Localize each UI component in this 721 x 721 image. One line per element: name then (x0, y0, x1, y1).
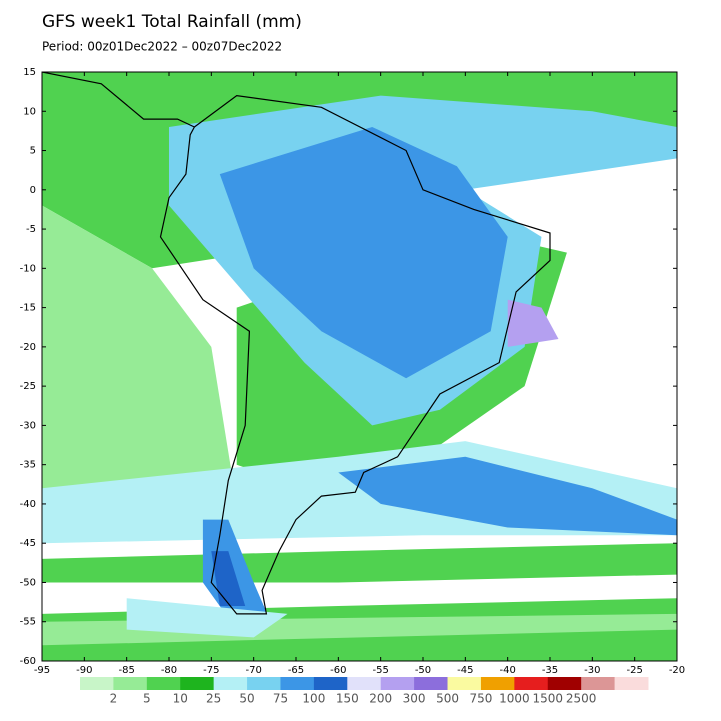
colorbar-label: 5 (143, 692, 151, 706)
colorbar-box (447, 677, 482, 690)
x-tick-label: -90 (76, 665, 92, 676)
colorbar-label: 50 (239, 692, 254, 706)
colorbar-label: 25 (206, 692, 221, 706)
colorbar-label: 75 (273, 692, 288, 706)
rain-area (42, 205, 237, 504)
colorbar-box (380, 677, 415, 690)
coastline (42, 72, 195, 128)
colorbar-label: 1000 (499, 692, 530, 706)
colorbar-box (414, 677, 449, 690)
colorbar-label: 2500 (566, 692, 597, 706)
map-area (42, 72, 677, 661)
y-tick-label: -5 (26, 224, 36, 235)
y-tick-label: -50 (20, 577, 36, 588)
x-tick-label: -95 (34, 665, 50, 676)
y-tick-label: -25 (20, 381, 36, 392)
title: GFS week1 Total Rainfall (mm) (42, 12, 302, 32)
colorbar-label: 200 (369, 692, 392, 706)
colorbar-box (113, 677, 148, 690)
y-tick-label: -30 (20, 420, 36, 431)
y-tick-label: -35 (20, 460, 36, 471)
rain-area (507, 299, 559, 347)
x-tick-label: -20 (669, 665, 685, 676)
colorbar-box (80, 677, 114, 690)
colorbar-box (180, 677, 215, 690)
y-tick-label: -60 (20, 656, 36, 667)
y-tick-label: -15 (20, 303, 36, 314)
y-tick-label: 5 (30, 146, 36, 157)
x-tick-label: -50 (415, 665, 431, 676)
x-tick-label: -25 (626, 665, 642, 676)
colorbar-box (247, 677, 281, 690)
x-tick-label: -60 (330, 665, 346, 676)
colorbar-label: 1500 (532, 692, 563, 706)
y-tick-label: -45 (20, 538, 36, 549)
y-tick-label: -55 (20, 617, 36, 628)
x-tick-label: -70 (245, 665, 261, 676)
x-tick-label: -80 (161, 665, 177, 676)
colorbar-box (347, 677, 382, 690)
y-tick-label: -10 (20, 263, 36, 274)
rain-area (126, 598, 288, 638)
x-tick-label: -75 (203, 665, 219, 676)
x-tick-label: -30 (584, 665, 600, 676)
colorbar-label: 2 (110, 692, 118, 706)
x-tick-label: -65 (288, 665, 304, 676)
y-tick-label: 10 (23, 106, 36, 117)
colorbar-box (547, 677, 582, 690)
colorbar-box (514, 677, 549, 690)
coastline (159, 94, 551, 615)
rain-area (219, 127, 508, 379)
colorbar-box (213, 677, 248, 690)
x-tick-label: -45 (457, 665, 473, 676)
y-tick-label: -20 (20, 342, 36, 353)
y-tick-label: 0 (30, 185, 36, 196)
colorbar-box (280, 677, 315, 690)
colorbar-label: 750 (469, 692, 492, 706)
colorbar-box (581, 677, 616, 690)
colorbar-label: 10 (173, 692, 188, 706)
x-tick-label: -35 (542, 665, 558, 676)
colorbar-label: 500 (436, 692, 459, 706)
x-tick-label: -55 (372, 665, 388, 676)
colorbar-box (480, 677, 515, 690)
colorbar-box (614, 677, 649, 690)
x-tick-label: -40 (499, 665, 515, 676)
plot-frame (41, 71, 678, 662)
rain-area (338, 456, 677, 536)
rain-area (42, 543, 677, 583)
colorbar-label: 150 (336, 692, 359, 706)
colorbar-box (313, 677, 348, 690)
colorbar-label: 300 (403, 692, 426, 706)
colorbar-box (146, 677, 181, 690)
y-tick-label: -40 (20, 499, 36, 510)
y-tick-label: 15 (23, 67, 36, 78)
x-tick-label: -85 (118, 665, 134, 676)
colorbar-label: 100 (302, 692, 325, 706)
subtitle: Period: 00z01Dec2022 – 00z07Dec2022 (42, 40, 282, 54)
